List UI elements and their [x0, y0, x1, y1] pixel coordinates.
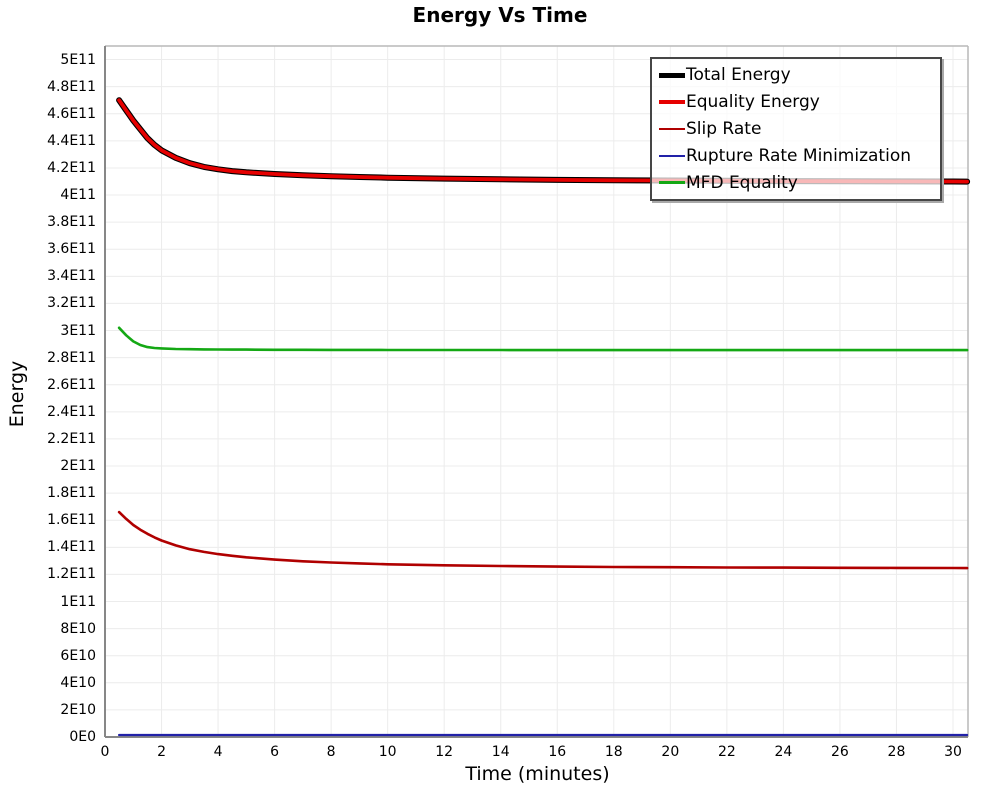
legend-label: Slip Rate	[686, 118, 762, 139]
y-tick-label: 4E10	[60, 674, 96, 691]
x-tick-label: 8	[326, 744, 336, 760]
legend-label: Rupture Rate Minimization	[686, 145, 911, 166]
x-tick-label: 24	[774, 744, 793, 760]
legend-item-total-energy: Total Energy	[659, 62, 940, 88]
x-tick-label: 4	[213, 744, 223, 760]
x-tick-label: 12	[435, 744, 454, 760]
legend-label: MFD Equality	[686, 172, 798, 193]
x-tick-label: 6	[270, 744, 280, 760]
line-swatch-icon	[659, 127, 685, 131]
x-axis-title: Time (minutes)	[465, 763, 610, 785]
y-tick-label: 4.6E11	[47, 105, 96, 122]
y-tick-label: 3.8E11	[47, 214, 96, 231]
y-tick-label: 1E11	[60, 593, 96, 610]
x-tick-label: 28	[887, 744, 906, 760]
x-tick-label: 0	[100, 744, 110, 760]
y-tick-label: 4.4E11	[47, 132, 96, 149]
series-line-slip-rate	[117, 510, 969, 570]
x-tick-label: 30	[944, 744, 962, 760]
y-tick-label: 3E11	[60, 322, 96, 339]
y-tick-label: 1.8E11	[47, 485, 96, 502]
legend-item-slip-rate: Slip Rate	[659, 116, 940, 142]
y-tick-label: 2.6E11	[47, 376, 96, 393]
y-tick-label: 2E11	[60, 458, 96, 475]
legend-item-equality-energy: Equality Energy	[659, 89, 940, 115]
x-tick-label: 22	[717, 744, 736, 760]
x-tick-label: 10	[378, 744, 397, 760]
y-tick-label: 1.2E11	[47, 566, 96, 583]
legend: Total Energy Equality Energy Slip Rate R…	[650, 57, 942, 201]
y-tick-label: 2.8E11	[47, 349, 96, 366]
x-tick-label: 18	[604, 744, 623, 760]
line-swatch-icon	[659, 181, 685, 184]
line-swatch-icon	[659, 154, 685, 157]
y-tick-label: 2.4E11	[47, 403, 96, 420]
legend-item-mfd-equality: MFD Equality	[659, 170, 940, 196]
legend-item-rupture-rate-minimization: Rupture Rate Minimization	[659, 143, 940, 169]
y-tick-label: 0E0	[69, 729, 96, 745]
plot-border	[104, 45, 969, 738]
x-tick-label: 16	[548, 744, 567, 760]
y-tick-label: 5E11	[60, 51, 96, 68]
y-tick-label: 3.2E11	[47, 295, 96, 312]
x-tick-label: 2	[157, 744, 166, 760]
y-tick-label: 2.2E11	[47, 430, 96, 447]
x-tick-label: 20	[661, 744, 680, 760]
x-tick-label: 14	[491, 744, 510, 760]
y-tick-label: 1.4E11	[47, 539, 96, 556]
y-tick-label: 4.2E11	[47, 159, 96, 176]
legend-label: Total Energy	[686, 65, 791, 86]
line-swatch-icon	[659, 72, 685, 78]
y-tick-label: 4.8E11	[47, 78, 96, 95]
y-tick-label: 6E10	[60, 647, 96, 664]
y-tick-label: 2E10	[60, 701, 96, 718]
y-axis-title: Energy	[6, 360, 28, 428]
series-line-mfd-equality	[117, 326, 969, 352]
y-tick-label: 3.6E11	[47, 241, 96, 258]
x-tick-label: 26	[831, 744, 849, 760]
line-swatch-icon	[659, 100, 685, 105]
y-tick-label: 1.6E11	[47, 512, 96, 529]
y-tick-label: 3.4E11	[47, 268, 96, 285]
y-tick-label: 8E10	[60, 620, 96, 637]
y-tick-label: 4E11	[60, 187, 96, 204]
legend-label: Equality Energy	[686, 92, 820, 113]
chart-title: Energy Vs Time	[412, 3, 588, 27]
